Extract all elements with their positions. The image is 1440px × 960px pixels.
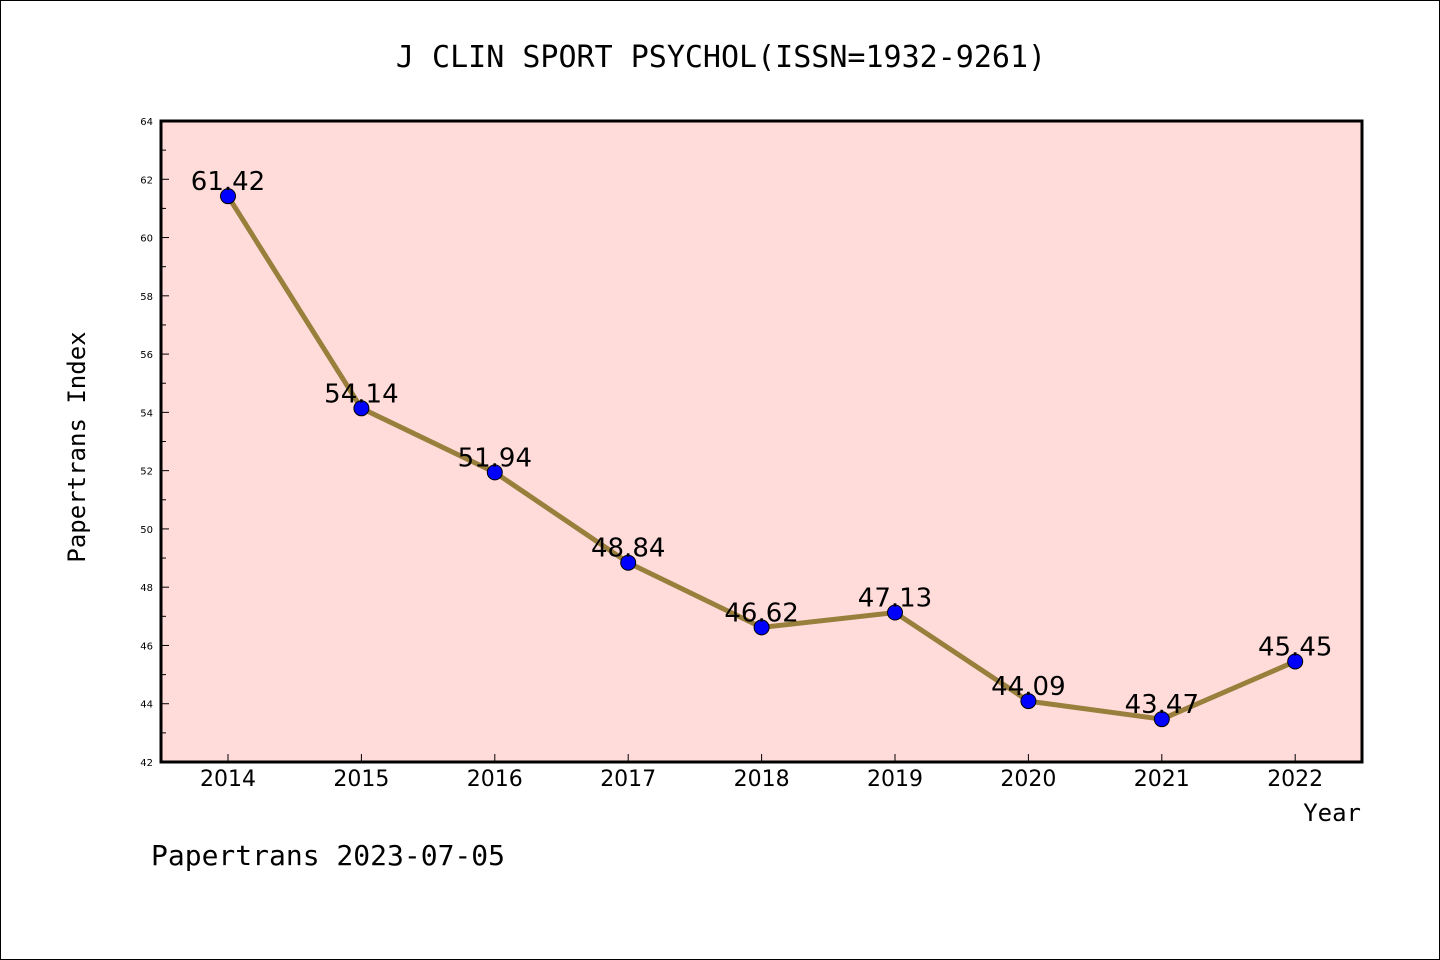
marker-group: [220, 188, 1304, 728]
x-tick-label: 2017: [600, 767, 656, 792]
data-point: [220, 188, 236, 205]
y-tick-label: 42: [140, 758, 153, 769]
data-point: [887, 604, 903, 621]
x-tick-label: 2014: [200, 767, 256, 792]
data-point: [353, 400, 370, 417]
x-axis-label: Year: [1303, 799, 1361, 827]
data-point: [1153, 711, 1170, 728]
x-tick-label: 2015: [333, 767, 389, 792]
data-label: 48.84: [591, 534, 665, 564]
y-tick-label: 58: [140, 292, 153, 303]
y-tick-label: 54: [140, 408, 153, 419]
data-label: 43.47: [1125, 690, 1199, 720]
x-tick-label: 2020: [1000, 767, 1056, 792]
plot-area: [159, 119, 1364, 764]
x-tick-label: 2022: [1267, 767, 1323, 792]
x-tick-label: 2019: [867, 767, 923, 792]
data-label-group: 61.42 54.14 51.94 48.84 46.62 47.13 44.09 43.47…: [191, 167, 1333, 720]
data-label: 44.09: [991, 672, 1065, 702]
data-label: 46.62: [724, 598, 798, 628]
y-tick-label: 60: [140, 234, 153, 245]
y-tick-label: 48: [140, 583, 153, 594]
y-tick-label: 46: [140, 641, 153, 652]
x-tick-label: 2016: [467, 767, 523, 792]
y-tick-label: 44: [140, 700, 153, 711]
y-tick-label: 64: [140, 117, 153, 128]
y-tick-label: 56: [140, 350, 153, 361]
y-tick-label: 62: [140, 175, 153, 186]
x-tick-label: 2021: [1134, 767, 1190, 792]
x-tick-label: 2018: [734, 767, 790, 792]
y-axis: 42 44 46 48 50 52 54 56 58 60 62 64: [140, 117, 169, 769]
data-label: 54.14: [324, 379, 398, 409]
data-point: [1020, 693, 1037, 710]
y-tick-label: 50: [140, 525, 153, 536]
data-label: 45.45: [1258, 632, 1332, 662]
x-axis: 2014 2015 2016 2017 2018 2019 2020 2021 2022: [200, 754, 1323, 792]
data-label: 61.42: [191, 167, 265, 197]
data-label: 51.94: [458, 443, 532, 473]
footer-text: Papertrans 2023-07-05: [151, 839, 505, 872]
data-point: [620, 554, 637, 571]
data-point: [1287, 653, 1304, 670]
data-point: [753, 619, 770, 636]
data-point: [486, 464, 503, 481]
data-label: 47.13: [858, 584, 932, 614]
y-axis-label: Papertrans Index: [63, 331, 91, 562]
y-tick-label: 52: [140, 467, 153, 478]
chart-title: J CLIN SPORT PSYCHOL(ISSN=1932-9261): [396, 40, 1046, 75]
